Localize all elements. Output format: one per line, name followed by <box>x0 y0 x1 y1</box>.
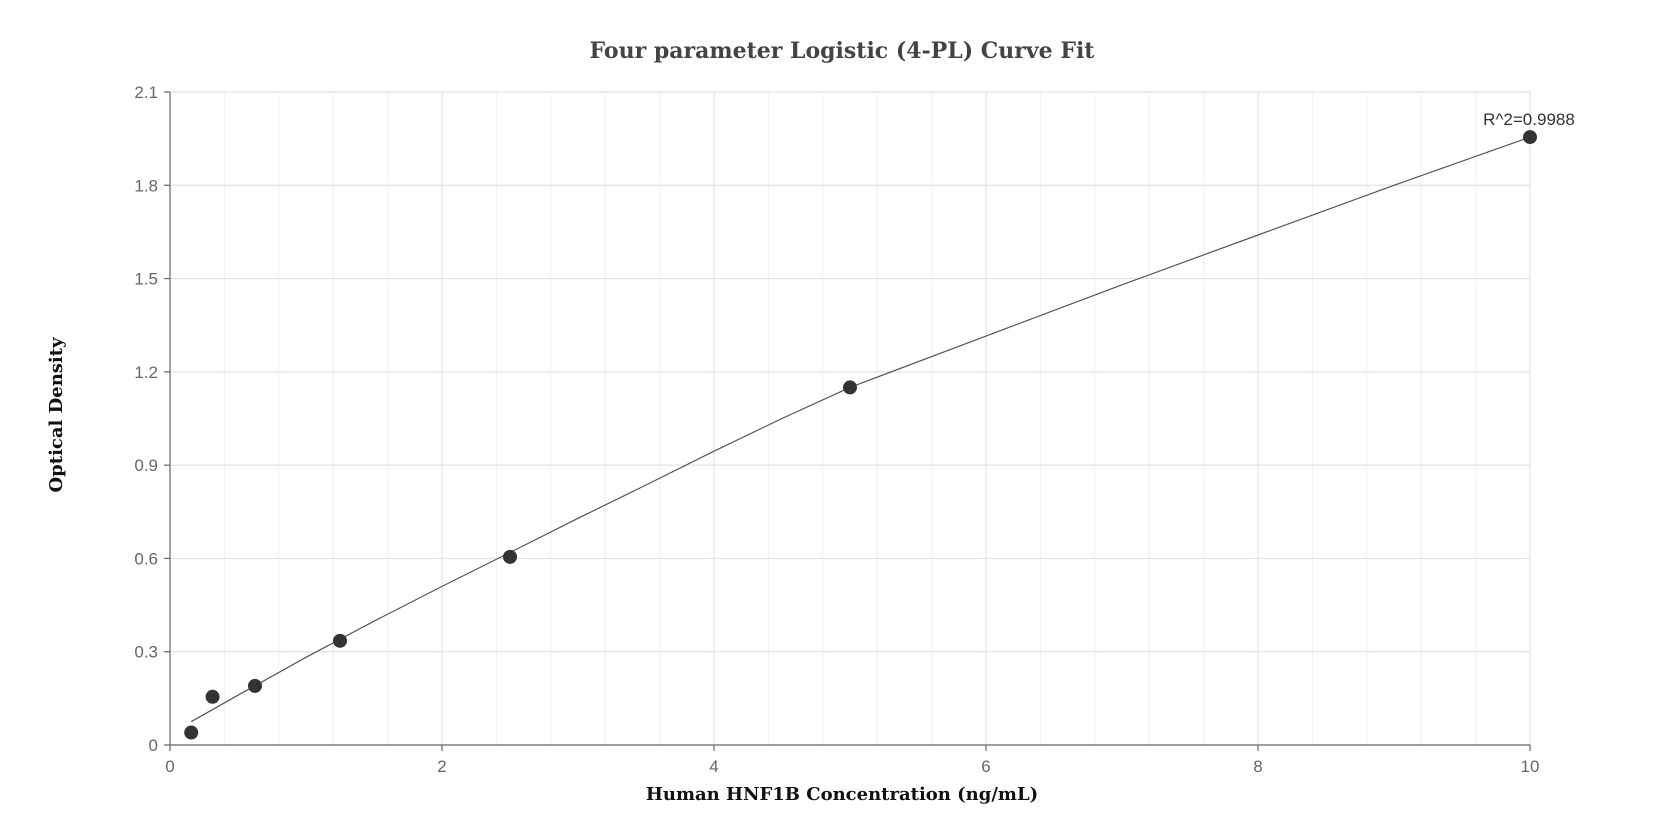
y-tick-label: 0.3 <box>134 643 158 662</box>
y-tick-label: 1.5 <box>134 270 158 289</box>
x-tick-label: 8 <box>1253 757 1262 776</box>
x-tick-label: 6 <box>981 757 990 776</box>
grid <box>170 91 1531 745</box>
x-tick-label: 2 <box>437 757 446 776</box>
fit-curve <box>190 136 1531 723</box>
labels: Four parameter Logistic (4-PL) Curve Fit… <box>46 38 1575 805</box>
data-points <box>184 130 1537 740</box>
fit-curve-line <box>190 136 1531 723</box>
axes: 0 2 4 6 8 10 0 0.3 0.6 0.9 1.2 1.5 1.8 2.1 <box>134 83 1539 776</box>
data-point <box>843 380 857 395</box>
data-point <box>503 549 517 564</box>
y-tick-label: 0.6 <box>134 549 158 568</box>
y-tick-label: 0.9 <box>134 456 158 475</box>
data-point <box>248 678 262 693</box>
y-tick-label: 2.1 <box>134 83 158 102</box>
x-tick-label: 4 <box>709 757 718 776</box>
y-axis-title: Optical Density <box>46 337 67 493</box>
y-tick-label: 1.2 <box>134 363 158 382</box>
y-tick-label: 1.8 <box>134 176 158 195</box>
y-tick-label: 0 <box>149 736 158 755</box>
x-axis-title: Human HNF1B Concentration (ng/mL) <box>646 784 1038 805</box>
x-tick-label: 0 <box>165 757 174 776</box>
r-squared-label: R^2=0.9988 <box>1483 110 1575 129</box>
data-point <box>205 689 220 704</box>
data-point <box>1523 130 1537 145</box>
data-point <box>184 725 199 740</box>
data-point <box>333 633 347 648</box>
x-tick-label: 10 <box>1521 757 1540 776</box>
chart-title: Four parameter Logistic (4-PL) Curve Fit <box>590 38 1096 64</box>
